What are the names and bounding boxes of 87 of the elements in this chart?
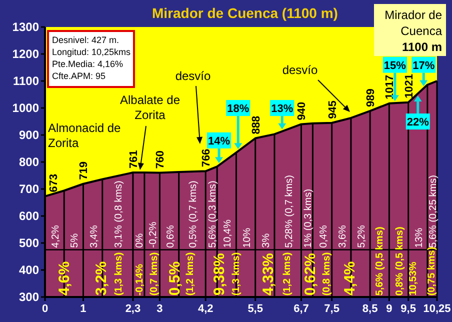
y-tick-label: 900 — [18, 128, 40, 142]
x-tick-label: 8,5 — [362, 303, 378, 315]
y-tick-label: 500 — [18, 236, 40, 250]
annotation: (1,2 kms) — [185, 252, 196, 296]
data-label: 940 — [296, 102, 308, 120]
data-label: 1017 — [384, 74, 396, 100]
annotation: 3,1% (0,8 kms) — [114, 180, 125, 248]
annotation: Almonacid de Zorita — [48, 121, 122, 150]
annotation: 0,5% — [166, 261, 184, 296]
y-tick-label: 800 — [18, 155, 40, 169]
annotation: (1,2 kms) — [282, 252, 293, 296]
annotation: 15% — [384, 60, 406, 72]
x-tick-label: 4,2 — [198, 303, 214, 315]
data-label: 989 — [365, 88, 378, 107]
y-tick-label: 1300 — [12, 20, 40, 34]
annotation: 4,6% — [56, 261, 73, 296]
data-label: 719 — [78, 162, 90, 180]
annotation: 10% — [242, 228, 253, 248]
annotation: 5,6% (0,3 kms) — [207, 180, 218, 248]
y-tick-label: 300 — [18, 290, 40, 304]
annotation: desvío — [175, 69, 211, 83]
annotation: 4,2% — [50, 224, 62, 248]
annotation: (1,3 kms) — [231, 252, 242, 296]
data-label: 761 — [128, 150, 140, 169]
data-label: 673 — [48, 174, 60, 192]
annotation: 0% — [134, 233, 146, 248]
x-tick-label: 5,5 — [248, 303, 263, 315]
annotation: (0,8 kms) — [321, 252, 332, 296]
annotation: 5,6% (0,25 kms) — [428, 175, 440, 248]
annotation: 3,4% — [88, 224, 100, 248]
annotation: desvío — [282, 63, 318, 77]
x-tick-label: 6,7 — [294, 303, 309, 315]
y-tick-label: 1200 — [12, 47, 40, 61]
annotation: (1,3 kms) — [114, 252, 125, 296]
annotation: (0,7 kms) — [149, 252, 160, 296]
annotation: 5,6% (0,5 kms) — [374, 226, 386, 296]
data-label: 760 — [154, 150, 167, 169]
annotation: 22% — [406, 116, 430, 128]
annotation: 5,2% — [356, 224, 368, 248]
annotation: 3% — [260, 233, 272, 248]
annotation: 10,53% — [408, 262, 420, 296]
annotation: Cfte.APM: 95 — [52, 71, 106, 81]
annotation: -0,2% — [148, 222, 160, 248]
data-label: 945 — [326, 100, 339, 119]
annotation: Desnivel: 427 m. — [52, 35, 120, 45]
annotation: 9,38% — [211, 253, 228, 296]
annotation: (0,75 kms) — [426, 246, 438, 296]
annotation: Albalate de Zorita — [120, 93, 180, 122]
x-tick-label: 10,25 — [423, 303, 451, 315]
annotation: 0,6% — [165, 224, 176, 248]
annotation: 13% — [414, 228, 425, 248]
y-tick-label: 700 — [18, 182, 40, 196]
data-label: 766 — [200, 148, 213, 168]
x-tick-label: 9,5 — [400, 303, 416, 315]
data-label: 888 — [250, 116, 262, 134]
y-tick-label: 1000 — [12, 101, 40, 115]
x-tick-label: 7,5 — [324, 303, 340, 315]
annotation: 4,33% — [260, 253, 277, 296]
annotation: 10,4% — [222, 219, 234, 248]
x-tick-label: 9 — [386, 303, 392, 315]
annotation: 0,5% (0,7 kms) — [188, 180, 200, 248]
annotation: 0,62% — [302, 253, 319, 296]
annotation: Longitud: 10,25kms — [52, 47, 132, 57]
annotation: 0,4% — [318, 224, 330, 248]
annotation: 5% — [70, 233, 81, 248]
annotation: Pte.Media: 4,16% — [52, 59, 124, 69]
y-tick-label: 600 — [18, 209, 40, 223]
annotation: Mirador de Cuenca 1100 m — [384, 8, 442, 54]
annotation: 5,28% (0,7 kms) — [284, 175, 295, 248]
annotation: -0,14% — [134, 264, 146, 296]
y-tick-label: 400 — [18, 263, 40, 277]
chart-title: Mirador de Cuenca (1100 m) — [152, 5, 338, 21]
annotation: 17% — [412, 60, 435, 72]
annotation: 1% (0,3 kms) — [302, 188, 314, 248]
annotation: 13% — [271, 103, 294, 115]
annotation: 0,8% (0,5 kms) — [394, 226, 406, 296]
annotation: 3,2% — [93, 261, 110, 296]
annotation: 4,4% — [341, 261, 358, 296]
x-tick-label: 2,3 — [125, 303, 141, 315]
y-tick-label: 1100 — [12, 74, 40, 88]
annotation: 18% — [227, 103, 250, 115]
annotation: 3,6% — [337, 224, 348, 248]
x-tick-label: 0 — [42, 303, 48, 315]
x-tick-label: 3 — [156, 303, 163, 315]
annotation: 14% — [208, 135, 230, 148]
x-tick-label: 1 — [80, 303, 86, 315]
data-label: 1021 — [403, 74, 416, 98]
